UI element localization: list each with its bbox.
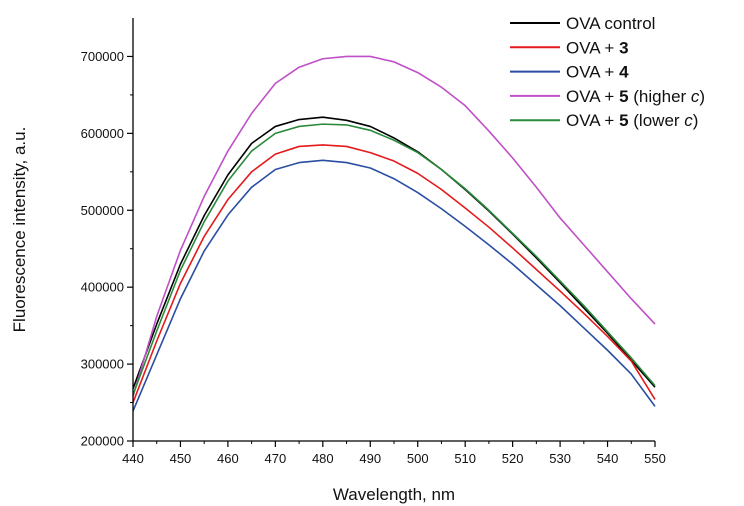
y-axis-title: Fluorescence intensity, a.u. <box>10 127 29 333</box>
legend: OVA control OVA + 3 OVA + 4 OVA + 5 (higher… <box>510 14 705 130</box>
x-tick-label: 510 <box>454 451 476 466</box>
series-line-4 <box>132 55 656 397</box>
y-tick-label: 600000 <box>81 126 124 141</box>
x-axis-title: Wavelength, nm <box>333 485 455 504</box>
y-tick-label: 500000 <box>81 203 124 218</box>
legend-label-1: OVA control <box>566 14 655 33</box>
y-tick-label: 700000 <box>81 49 124 64</box>
y-tick-label: 300000 <box>81 357 124 372</box>
x-tick-label: 490 <box>359 451 381 466</box>
y-tick-label: 400000 <box>81 280 124 295</box>
x-tick-label: 550 <box>644 451 666 466</box>
plot-lines <box>132 55 656 412</box>
legend-label-3: OVA + 4 <box>566 63 629 82</box>
x-tick-label: 500 <box>407 451 429 466</box>
series-line-3 <box>132 159 656 412</box>
x-tick-label: 530 <box>549 451 571 466</box>
series-line-2 <box>132 144 656 403</box>
legend-label-5: OVA + 5 (lower c) <box>566 111 698 130</box>
x-tick-label: 450 <box>170 451 192 466</box>
series-line-1 <box>132 116 656 389</box>
x-tick-label: 480 <box>312 451 334 466</box>
x-tick-label: 540 <box>597 451 619 466</box>
legend-label-2: OVA + 3 <box>566 38 629 57</box>
legend-label-4: OVA + 5 (higher c) <box>566 87 705 106</box>
x-tick-label: 460 <box>217 451 239 466</box>
ticks: 440 450 460 470 480 490 500 510 520 530 540 550 2000… <box>81 49 666 466</box>
x-tick-label: 520 <box>502 451 524 466</box>
y-tick-label: 200000 <box>81 434 124 449</box>
series-line-5 <box>132 123 656 396</box>
x-tick-label: 440 <box>122 451 144 466</box>
x-tick-label: 470 <box>265 451 287 466</box>
